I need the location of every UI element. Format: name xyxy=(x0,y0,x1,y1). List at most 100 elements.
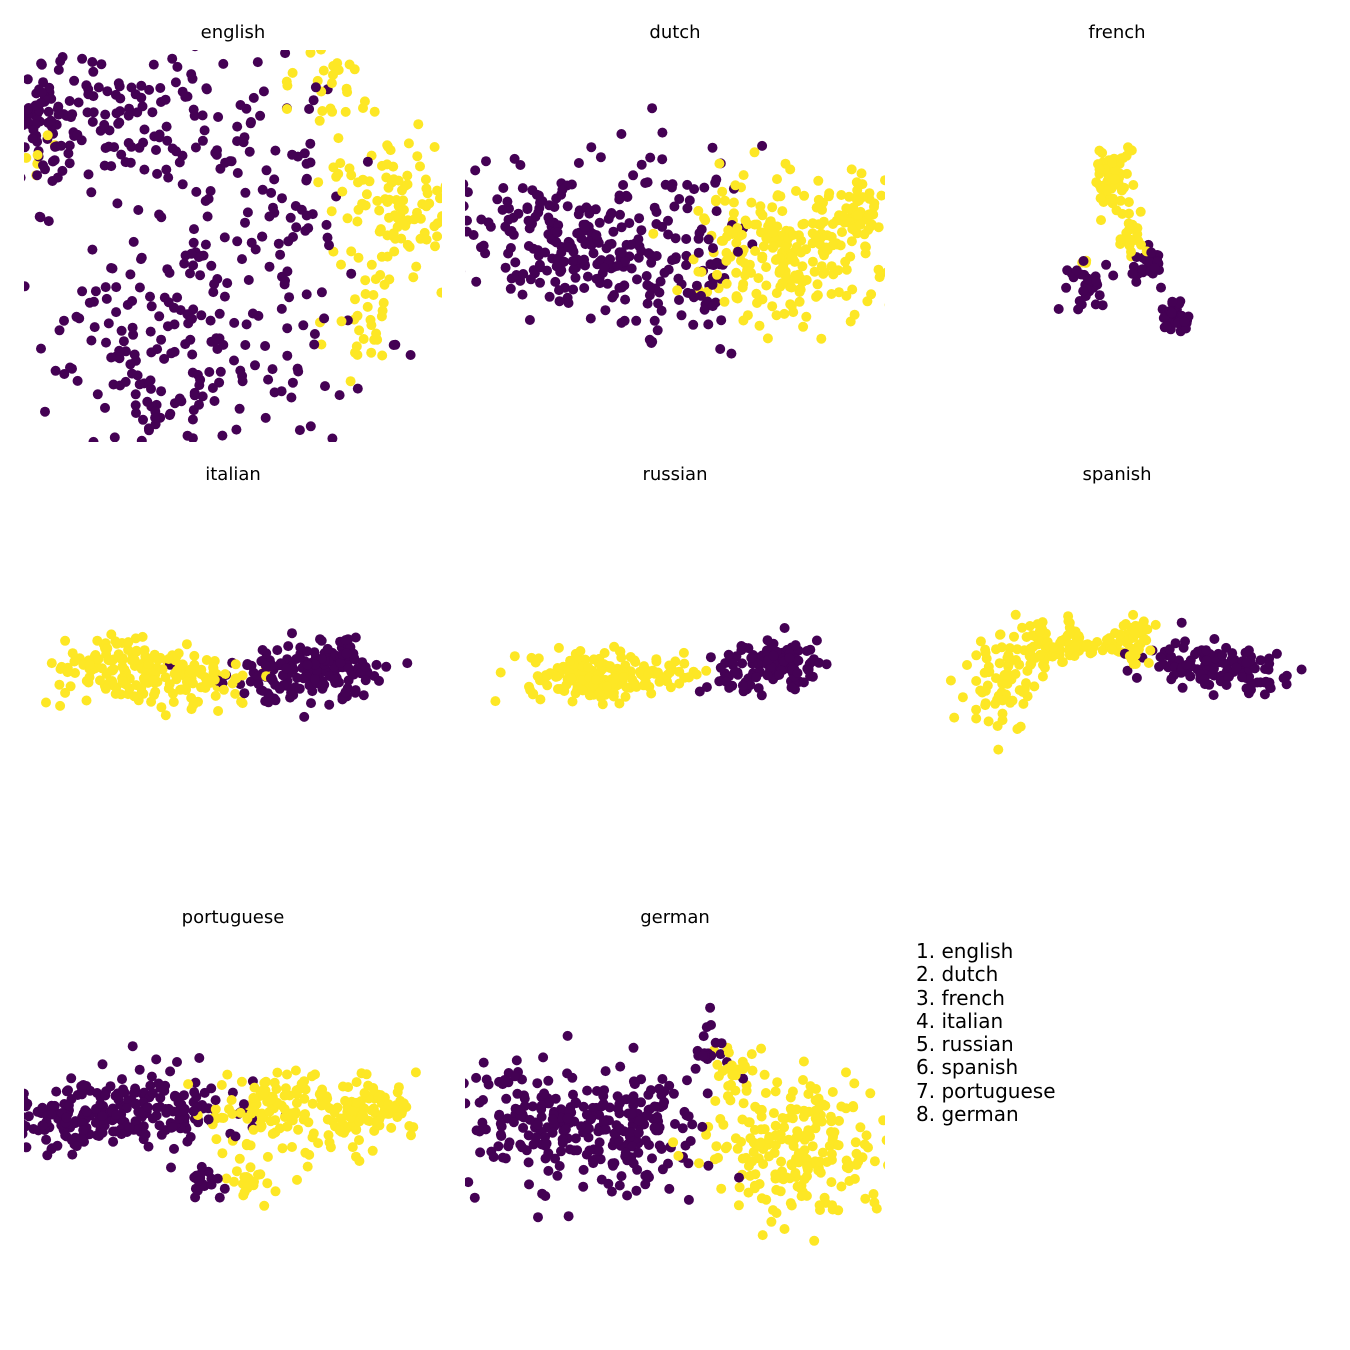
point-dutch-class-0 xyxy=(666,182,677,193)
point-german-class-1 xyxy=(749,1183,760,1194)
point-dutch-class-0 xyxy=(684,195,695,206)
point-portuguese-class-0 xyxy=(188,1106,199,1117)
point-portuguese-class-0 xyxy=(173,1097,184,1108)
point-dutch-class-0 xyxy=(699,304,710,315)
point-italian-class-1 xyxy=(11,659,21,669)
point-dutch-class-1 xyxy=(755,201,766,212)
point-german-class-0 xyxy=(523,1157,534,1168)
point-portuguese-class-1 xyxy=(282,1121,293,1132)
point-portuguese-class-1 xyxy=(361,1069,372,1080)
point-german-class-0 xyxy=(652,1111,663,1122)
point-italian-class-1 xyxy=(160,710,171,721)
point-dutch-class-0 xyxy=(518,269,529,279)
point-english-class-0 xyxy=(346,268,357,279)
point-portuguese-class-0 xyxy=(24,1142,32,1153)
point-dutch-class-0 xyxy=(451,256,461,266)
point-german-class-1 xyxy=(881,1135,885,1145)
point-italian-class-0 xyxy=(316,653,327,664)
point-english-class-0 xyxy=(128,329,139,340)
point-dutch-class-0 xyxy=(649,315,660,326)
point-italian-class-0 xyxy=(302,646,313,657)
point-dutch-class-1 xyxy=(866,289,877,300)
point-german-class-0 xyxy=(474,1126,485,1137)
point-portuguese-class-0 xyxy=(24,1088,29,1099)
point-portuguese-class-0 xyxy=(140,1129,151,1140)
point-dutch-class-0 xyxy=(681,234,692,244)
point-english-class-1 xyxy=(346,170,357,181)
point-english-class-0 xyxy=(25,454,35,464)
point-dutch-class-1 xyxy=(796,247,806,258)
point-spanish-class-0 xyxy=(1177,682,1188,693)
point-english-class-0 xyxy=(113,118,124,129)
point-german-class-1 xyxy=(759,1069,770,1080)
point-dutch-class-0 xyxy=(644,290,655,301)
point-english-class-1 xyxy=(415,161,425,172)
point-german-class-0 xyxy=(475,1147,486,1158)
point-german-class-0 xyxy=(585,1114,596,1125)
point-english-class-1 xyxy=(316,50,326,55)
point-portuguese-class-1 xyxy=(211,1134,222,1145)
point-portuguese-class-0 xyxy=(24,1119,29,1130)
point-italian-class-1 xyxy=(81,695,92,706)
point-english-class-0 xyxy=(101,293,112,304)
point-russian-class-1 xyxy=(561,679,572,690)
point-english-class-0 xyxy=(72,375,83,386)
point-spanish-class-0 xyxy=(1217,650,1228,661)
point-dutch-class-0 xyxy=(508,212,519,223)
point-spanish-class-1 xyxy=(1012,644,1023,655)
point-dutch-class-1 xyxy=(712,269,722,280)
point-german-class-0 xyxy=(738,1073,749,1084)
point-portuguese-class-0 xyxy=(179,1090,189,1101)
point-english-class-0 xyxy=(136,435,147,442)
point-russian-class-0 xyxy=(728,658,739,669)
point-english-class-0 xyxy=(250,360,260,371)
point-dutch-class-0 xyxy=(595,152,606,163)
legend-item: 8. german xyxy=(916,1102,1019,1127)
point-russian-class-0 xyxy=(768,650,779,661)
point-german-class-0 xyxy=(716,1038,727,1049)
point-german-class-0 xyxy=(620,1147,631,1158)
point-french-class-0 xyxy=(1146,247,1157,258)
point-portuguese-class-0 xyxy=(134,1064,145,1075)
point-english-class-0 xyxy=(153,459,163,469)
point-english-class-0 xyxy=(263,374,274,385)
point-english-class-1 xyxy=(420,174,431,185)
point-german-class-1 xyxy=(785,1103,796,1114)
point-italian-class-1 xyxy=(137,631,148,642)
point-english-class-0 xyxy=(208,287,219,298)
point-dutch-class-0 xyxy=(689,184,700,195)
point-portuguese-class-0 xyxy=(145,1080,156,1091)
point-english-class-0 xyxy=(280,275,290,286)
point-english-class-0 xyxy=(139,164,150,175)
point-spanish-class-1 xyxy=(1070,641,1081,652)
point-dutch-class-1 xyxy=(737,282,748,293)
point-russian-class-0 xyxy=(721,676,732,687)
point-italian-class-0 xyxy=(322,643,333,654)
point-spanish-class-0 xyxy=(1223,672,1234,683)
point-english-class-0 xyxy=(177,179,188,190)
point-english-class-0 xyxy=(219,291,230,302)
point-german-class-1 xyxy=(817,1147,828,1158)
point-dutch-class-0 xyxy=(544,200,555,211)
point-italian-class-1 xyxy=(95,675,105,686)
point-german-class-1 xyxy=(755,1137,766,1148)
point-dutch-class-0 xyxy=(657,127,668,138)
point-english-class-0 xyxy=(64,96,75,106)
point-english-class-0 xyxy=(102,86,113,97)
point-german-class-1 xyxy=(798,1075,808,1085)
point-dutch-class-0 xyxy=(447,238,457,248)
point-german-class-1 xyxy=(726,1079,736,1090)
point-dutch-class-0 xyxy=(586,142,597,153)
point-english-class-1 xyxy=(342,87,353,98)
point-english-class-0 xyxy=(308,95,319,106)
subplot-title-russian: russian xyxy=(642,464,707,485)
point-english-class-0 xyxy=(67,109,78,120)
point-dutch-class-0 xyxy=(465,270,466,273)
point-english-class-0 xyxy=(234,403,245,414)
point-english-class-1 xyxy=(42,130,53,141)
point-english-class-0 xyxy=(100,282,111,293)
point-english-class-0 xyxy=(87,116,98,127)
point-russian-class-0 xyxy=(784,652,795,663)
point-dutch-class-0 xyxy=(567,256,578,267)
point-portuguese-class-1 xyxy=(279,1090,290,1101)
